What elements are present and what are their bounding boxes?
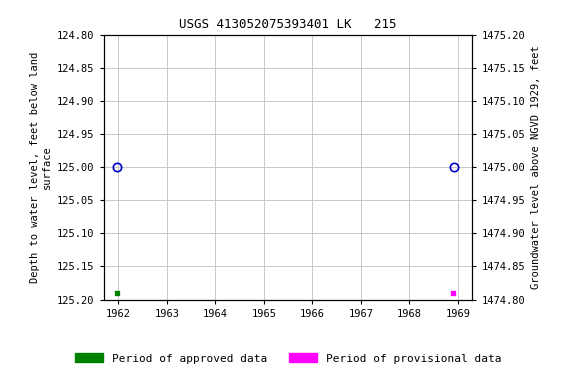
Title: USGS 413052075393401 LK   215: USGS 413052075393401 LK 215 [179, 18, 397, 31]
Legend: Period of approved data, Period of provisional data: Period of approved data, Period of provi… [70, 349, 506, 368]
Y-axis label: Groundwater level above NGVD 1929, feet: Groundwater level above NGVD 1929, feet [530, 45, 541, 289]
Y-axis label: Depth to water level, feet below land
surface: Depth to water level, feet below land su… [30, 51, 52, 283]
